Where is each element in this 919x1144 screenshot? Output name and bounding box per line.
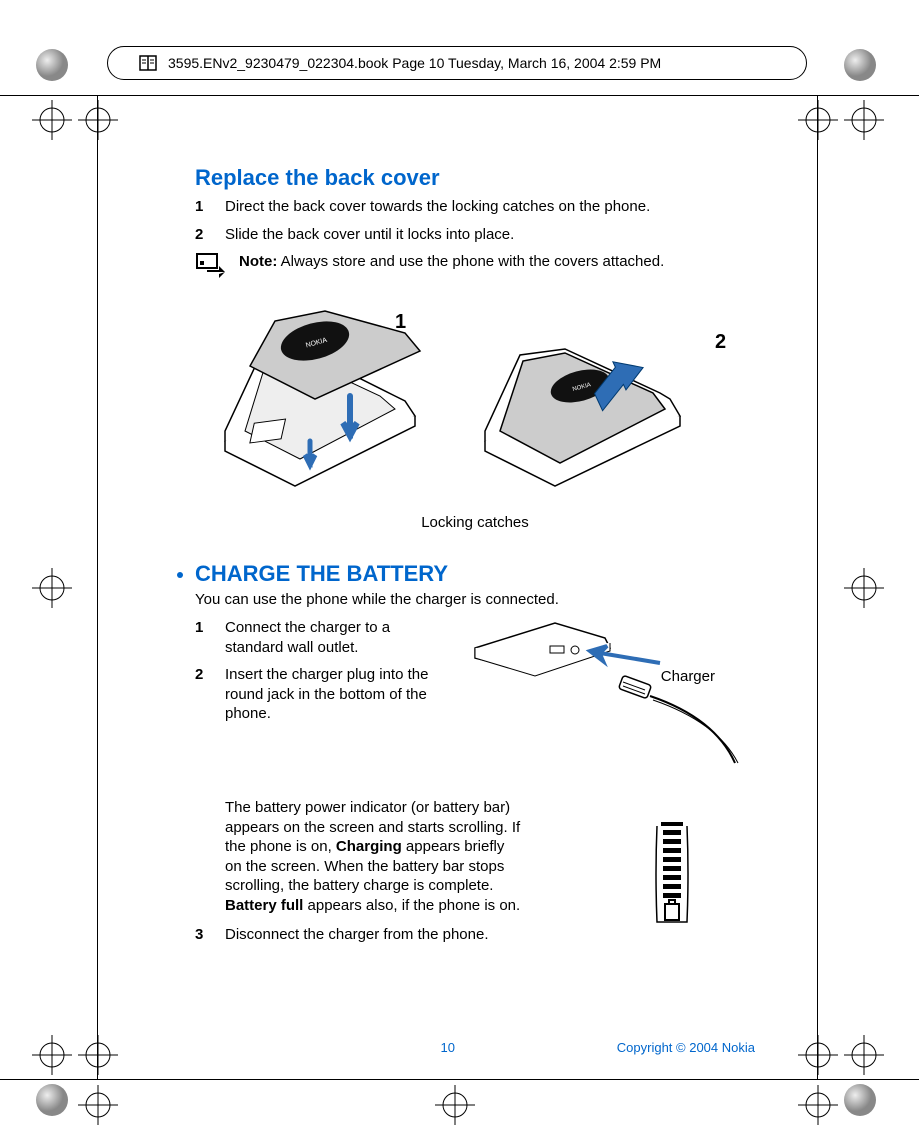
book-icon bbox=[138, 53, 158, 73]
regmark-cross bbox=[32, 100, 72, 140]
document-header: 3595.ENv2_9230479_022304.book Page 10 Tu… bbox=[107, 46, 807, 80]
phone-diagram-1: NOKIA bbox=[205, 301, 445, 501]
regmark-sphere bbox=[32, 1080, 72, 1120]
step-number: 1 bbox=[195, 197, 225, 217]
step-row: 2 Slide the back cover until it locks in… bbox=[195, 225, 755, 245]
regmark-cross bbox=[844, 568, 884, 608]
page-border bbox=[0, 95, 919, 96]
charger-label: Charger bbox=[661, 668, 715, 685]
para-text: appears also, if the phone is on. bbox=[303, 897, 520, 914]
section-title-replace-cover: Replace the back cover bbox=[195, 165, 755, 191]
step-text: Connect the charger to a standard wall o… bbox=[225, 618, 445, 657]
regmark-sphere bbox=[32, 45, 72, 85]
cover-diagram: NOKIA 1 NOKIA 2 Locking catches bbox=[195, 301, 755, 531]
page-number: 10 bbox=[195, 1040, 455, 1055]
step-number: 2 bbox=[195, 225, 225, 245]
para-bold: Battery full bbox=[225, 897, 303, 914]
section-charge-battery: CHARGE THE BATTERY You can use the phone… bbox=[195, 561, 755, 945]
section-title-text: CHARGE THE BATTERY bbox=[195, 561, 448, 586]
regmark-cross bbox=[32, 568, 72, 608]
regmark-sphere bbox=[840, 1080, 880, 1120]
diagram-callout-1: 1 bbox=[395, 311, 406, 334]
page-border bbox=[0, 1079, 919, 1080]
regmark-cross bbox=[78, 100, 118, 140]
page-border bbox=[817, 95, 818, 1079]
step-row: 1 Connect the charger to a standard wall… bbox=[195, 618, 445, 657]
charging-paragraph: The battery power indicator (or battery … bbox=[225, 798, 525, 915]
step-number: 3 bbox=[195, 925, 225, 945]
header-text: 3595.ENv2_9230479_022304.book Page 10 Tu… bbox=[168, 55, 661, 71]
regmark-cross bbox=[798, 1085, 838, 1125]
note-icon bbox=[195, 252, 239, 285]
page-footer: 10 Copyright © 2004 Nokia bbox=[195, 1040, 755, 1055]
regmark-cross bbox=[844, 100, 884, 140]
note-row: Note: Always store and use the phone wit… bbox=[195, 252, 755, 285]
step-text: Direct the back cover towards the lockin… bbox=[225, 197, 755, 217]
regmark-cross bbox=[798, 1035, 838, 1075]
section-intro: You can use the phone while the charger … bbox=[195, 591, 755, 608]
page-border bbox=[97, 95, 98, 1079]
phone-diagram-2: NOKIA bbox=[465, 321, 705, 501]
step-number: 1 bbox=[195, 618, 225, 657]
regmark-cross bbox=[435, 1085, 475, 1125]
step-text: Insert the charger plug into the round j… bbox=[225, 665, 445, 724]
charger-diagram: Charger bbox=[465, 618, 755, 768]
regmark-cross bbox=[844, 1035, 884, 1075]
battery-indicator-icon bbox=[655, 818, 695, 933]
diagram-callout-2: 2 bbox=[715, 331, 726, 354]
step-row: 2 Insert the charger plug into the round… bbox=[195, 665, 445, 724]
step-text: Slide the back cover until it locks into… bbox=[225, 225, 755, 245]
copyright: Copyright © 2004 Nokia bbox=[455, 1040, 755, 1055]
note-body: Always store and use the phone with the … bbox=[277, 253, 664, 270]
regmark-cross bbox=[798, 100, 838, 140]
step-number: 2 bbox=[195, 665, 225, 724]
regmark-sphere bbox=[840, 45, 880, 85]
section-title-charge: CHARGE THE BATTERY bbox=[195, 561, 755, 587]
diagram-caption: Locking catches bbox=[195, 514, 755, 531]
regmark-cross bbox=[78, 1035, 118, 1075]
regmark-cross bbox=[32, 1035, 72, 1075]
bullet-icon bbox=[177, 572, 183, 578]
note-text: Note: Always store and use the phone wit… bbox=[239, 252, 664, 272]
step-row: 1 Direct the back cover towards the lock… bbox=[195, 197, 755, 217]
note-label: Note: bbox=[239, 253, 277, 270]
para-bold: Charging bbox=[336, 838, 402, 855]
regmark-cross bbox=[78, 1085, 118, 1125]
